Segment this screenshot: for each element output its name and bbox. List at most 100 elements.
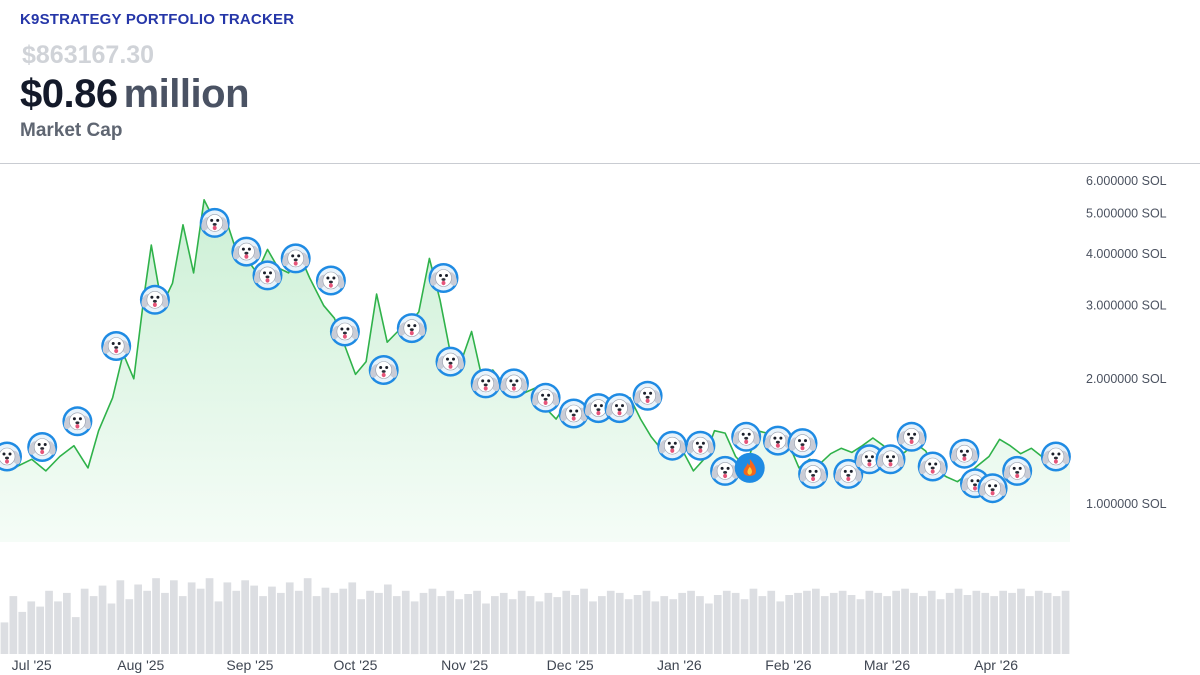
x-tick-label: Sep '25 xyxy=(226,657,273,673)
header-divider xyxy=(0,163,1200,164)
volume-bar xyxy=(499,592,508,654)
volume-bar xyxy=(410,601,419,655)
market-cap-unit: million xyxy=(123,72,250,116)
dog-face-icon[interactable] xyxy=(27,432,58,462)
dog-face-icon[interactable] xyxy=(428,263,459,293)
dog-face-icon[interactable] xyxy=(280,243,311,274)
volume-bar xyxy=(740,599,749,654)
dog-face-icon[interactable] xyxy=(435,346,466,377)
volume-bar xyxy=(98,585,107,654)
volume-bar xyxy=(820,596,829,654)
volume-bar xyxy=(936,599,945,654)
y-tick-label: 3.000000 SOL xyxy=(1086,299,1167,313)
x-tick-label: Jul '25 xyxy=(12,657,52,673)
dog-face-icon[interactable] xyxy=(657,430,688,461)
volume-bar xyxy=(776,601,785,655)
dog-face-icon[interactable] xyxy=(833,458,864,489)
dog-face-icon[interactable] xyxy=(632,380,663,411)
volume-bar xyxy=(785,595,793,654)
y-tick-label: 4.000000 SOL xyxy=(1086,247,1167,261)
volume-bar xyxy=(981,592,990,654)
volume-bar xyxy=(348,582,357,654)
volume-bar xyxy=(107,603,116,654)
dog-face-icon[interactable] xyxy=(498,368,529,399)
dog-face-icon[interactable] xyxy=(530,382,561,413)
market-cap-chart[interactable]: 1.000000 SOL 2.000000 SOL 3.000000 SOL 4.00… xyxy=(0,164,1200,675)
volume-bar xyxy=(598,596,606,654)
price-area-fill xyxy=(0,199,1070,543)
metric-label: Market Cap xyxy=(20,120,123,141)
x-tick-label: Dec '25 xyxy=(547,657,594,673)
volume-bar xyxy=(972,590,981,654)
volume-bar xyxy=(865,590,874,654)
raw-market-cap-value: $863167.30 xyxy=(22,41,155,69)
volume-bar xyxy=(259,596,267,654)
dog-face-icon[interactable] xyxy=(762,425,793,456)
dog-face-icon[interactable] xyxy=(199,207,230,238)
market-cap-headline: $0.86 million xyxy=(20,72,250,117)
dog-face-icon[interactable] xyxy=(231,236,262,267)
volume-bar xyxy=(36,606,44,654)
dog-face-icon[interactable] xyxy=(604,393,635,424)
volume-bar xyxy=(731,592,740,654)
volume-bar xyxy=(419,592,428,654)
volume-bar xyxy=(63,592,71,654)
volume-bar xyxy=(294,590,303,654)
dog-face-icon[interactable] xyxy=(101,331,132,361)
dog-face-icon[interactable] xyxy=(1002,455,1033,486)
volume-bar xyxy=(963,595,972,654)
dog-face-icon[interactable] xyxy=(917,451,948,482)
volume-bar xyxy=(606,590,615,654)
dog-face-icon[interactable] xyxy=(252,260,283,291)
volume-bar xyxy=(990,596,998,654)
x-tick-label: Jan '26 xyxy=(657,657,702,673)
volume-bar xyxy=(116,580,125,654)
dog-face-icon[interactable] xyxy=(315,265,346,296)
volume-bar xyxy=(268,586,276,654)
volume-bar xyxy=(428,588,437,654)
volume-bar xyxy=(901,588,909,654)
dog-face-icon[interactable] xyxy=(798,458,829,489)
dog-face-icon[interactable] xyxy=(368,355,399,385)
dog-face-icon[interactable] xyxy=(949,438,980,469)
dog-face-icon[interactable] xyxy=(558,398,589,429)
dog-face-icon[interactable] xyxy=(896,421,927,452)
volume-bar xyxy=(696,596,704,654)
dog-face-icon[interactable] xyxy=(139,284,170,315)
dog-face-icon[interactable] xyxy=(731,421,762,452)
volume-bar xyxy=(687,590,695,654)
volume-bar xyxy=(749,588,758,654)
dog-face-icon[interactable] xyxy=(787,428,818,459)
volume-bar xyxy=(812,588,820,654)
volume-bar xyxy=(954,588,963,654)
volume-bar xyxy=(357,599,365,654)
volume-bar xyxy=(535,601,544,655)
dog-face-icon[interactable] xyxy=(396,313,427,344)
volume-bar xyxy=(571,595,579,654)
dog-face-icon[interactable] xyxy=(583,393,614,424)
dog-face-icon[interactable] xyxy=(470,368,501,399)
dog-face-icon[interactable] xyxy=(1040,441,1071,472)
volume-bar xyxy=(285,582,294,654)
volume-bar xyxy=(1043,592,1052,654)
x-tick-label: Oct '25 xyxy=(334,657,378,673)
dog-face-icon[interactable] xyxy=(329,316,360,347)
volume-bar xyxy=(517,590,526,654)
volume-bar xyxy=(482,603,490,654)
trade-markers xyxy=(0,207,1071,504)
dog-face-icon[interactable] xyxy=(875,444,906,475)
volume-bar xyxy=(89,596,98,654)
volume-bar xyxy=(446,590,455,654)
dog-face-icon[interactable] xyxy=(685,430,716,461)
volume-bar xyxy=(999,590,1007,654)
dog-face-icon[interactable] xyxy=(0,441,22,472)
volume-bar xyxy=(9,596,18,654)
volume-bar xyxy=(1008,592,1016,654)
fire-icon[interactable] xyxy=(734,452,765,483)
volume-bar xyxy=(71,617,80,654)
dog-face-icon[interactable] xyxy=(62,406,93,437)
y-tick-label: 6.000000 SOL xyxy=(1086,174,1167,188)
dog-face-icon[interactable] xyxy=(977,473,1008,504)
y-tick-label: 1.000000 SOL xyxy=(1086,497,1167,511)
dog-face-icon[interactable] xyxy=(710,455,741,486)
